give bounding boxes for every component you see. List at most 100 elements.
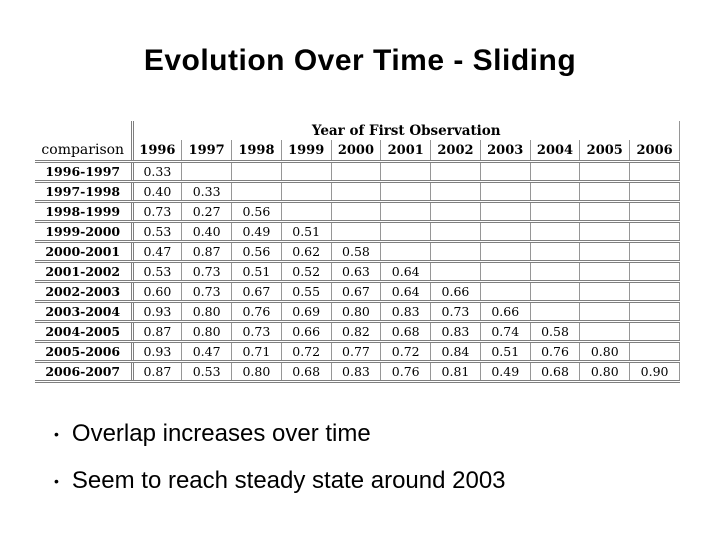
table-cell bbox=[330, 201, 381, 223]
table-cell bbox=[629, 201, 680, 223]
table-row: 2001-2002 0.53 0.73 0.51 0.52 0.63 0.64 bbox=[35, 261, 680, 283]
table-cell bbox=[529, 241, 580, 263]
table-cell bbox=[579, 221, 630, 243]
table-cell bbox=[280, 161, 332, 183]
group-header: Year of First Observation bbox=[130, 121, 680, 140]
table-row: 2002-2003 0.60 0.73 0.67 0.55 0.67 0.64 0.66 bbox=[35, 281, 680, 303]
table-cell: 0.76 bbox=[380, 361, 431, 383]
table-cell: 0.68 bbox=[280, 361, 332, 383]
table-cell bbox=[330, 181, 381, 203]
table-cell: 0.51 bbox=[479, 341, 531, 363]
table-cell: 0.55 bbox=[280, 281, 332, 303]
bullet-item: • Seem to reach steady state around 2003 bbox=[54, 466, 506, 496]
table-cell bbox=[330, 161, 381, 183]
row-label: 2002-2003 bbox=[35, 281, 132, 303]
table-cell bbox=[529, 281, 580, 303]
table-cell bbox=[479, 241, 531, 263]
table-cell: 0.76 bbox=[231, 301, 282, 323]
table-cell bbox=[629, 181, 680, 203]
table-cell bbox=[181, 161, 232, 183]
table-cell: 0.80 bbox=[579, 361, 630, 383]
table-cell bbox=[579, 281, 630, 303]
table-cell: 0.87 bbox=[130, 361, 182, 383]
table-cell: 0.47 bbox=[130, 241, 182, 263]
table-cell bbox=[280, 201, 332, 223]
table-row: 1997-1998 0.40 0.33 bbox=[35, 181, 680, 203]
table-cell: 0.83 bbox=[330, 361, 381, 383]
row-label: 2001-2002 bbox=[35, 261, 132, 283]
table-cell bbox=[529, 201, 580, 223]
table-cell bbox=[479, 201, 531, 223]
table-cell: 0.47 bbox=[181, 341, 232, 363]
table-cell: 0.69 bbox=[280, 301, 332, 323]
table-cell bbox=[579, 161, 630, 183]
column-header-2006: 2006 bbox=[629, 140, 680, 163]
table-cell bbox=[380, 241, 431, 263]
table-cell bbox=[430, 221, 481, 243]
column-header-row: comparison 1996 1997 1998 1999 2000 2001 2002 2… bbox=[35, 140, 680, 163]
table-cell bbox=[579, 261, 630, 283]
table-cell bbox=[430, 241, 481, 263]
table-cell: 0.63 bbox=[330, 261, 381, 283]
table-cell: 0.80 bbox=[330, 301, 381, 323]
row-label: 1997-1998 bbox=[35, 181, 132, 203]
table-cell: 0.73 bbox=[181, 281, 232, 303]
table-cell bbox=[629, 221, 680, 243]
table-cell: 0.66 bbox=[280, 321, 332, 343]
table-cell bbox=[629, 281, 680, 303]
column-header-1996: 1996 bbox=[130, 140, 182, 163]
table-cell bbox=[380, 181, 431, 203]
table-cell: 0.87 bbox=[181, 241, 232, 263]
table-cell bbox=[629, 241, 680, 263]
table-body: 1996-1997 0.33 1997-1998 0.40 0.33 1998-1999 0… bbox=[35, 161, 680, 383]
table-cell bbox=[629, 261, 680, 283]
column-header-1999: 1999 bbox=[280, 140, 332, 163]
bullet-text: Overlap increases over time bbox=[71, 420, 371, 447]
table-cell: 0.83 bbox=[430, 321, 481, 343]
table-cell: 0.67 bbox=[231, 281, 282, 303]
table-cell: 0.72 bbox=[380, 341, 431, 363]
table-cell bbox=[529, 161, 580, 183]
column-header-2003: 2003 bbox=[479, 140, 531, 163]
table-cell bbox=[579, 241, 630, 263]
table-cell: 0.80 bbox=[181, 301, 232, 323]
table-cell bbox=[380, 161, 431, 183]
bullet-icon: • bbox=[54, 426, 59, 442]
table-cell: 0.40 bbox=[181, 221, 232, 243]
table-cell bbox=[579, 201, 630, 223]
table-cell: 0.49 bbox=[231, 221, 282, 243]
table-cell: 0.33 bbox=[130, 161, 182, 183]
table-cell: 0.40 bbox=[130, 181, 182, 203]
bullet-icon: • bbox=[54, 473, 59, 489]
group-header-row: Year of First Observation bbox=[35, 121, 680, 140]
table-cell: 0.58 bbox=[529, 321, 580, 343]
table-cell bbox=[231, 181, 282, 203]
table-cell: 0.80 bbox=[181, 321, 232, 343]
table-row: 2006-2007 0.87 0.53 0.80 0.68 0.83 0.76 0.81 0.4… bbox=[35, 361, 680, 383]
table-cell bbox=[280, 181, 332, 203]
table-cell: 0.52 bbox=[280, 261, 332, 283]
table-cell: 0.74 bbox=[479, 321, 531, 343]
table-row: 1999-2000 0.53 0.40 0.49 0.51 bbox=[35, 221, 680, 243]
table-cell: 0.84 bbox=[430, 341, 481, 363]
table-cell: 0.72 bbox=[280, 341, 332, 363]
table-cell: 0.60 bbox=[130, 281, 182, 303]
table-cell: 0.53 bbox=[130, 221, 182, 243]
table-cell: 0.51 bbox=[231, 261, 282, 283]
table-cell: 0.87 bbox=[130, 321, 182, 343]
table-cell: 0.73 bbox=[231, 321, 282, 343]
row-label: 2000-2001 bbox=[35, 241, 132, 263]
table-cell: 0.73 bbox=[130, 201, 182, 223]
row-label: 2004-2005 bbox=[35, 321, 132, 343]
table-cell bbox=[430, 161, 481, 183]
bullet-list: • Overlap increases over time • Seem to rea… bbox=[54, 419, 506, 513]
table-row: 1998-1999 0.73 0.27 0.56 bbox=[35, 201, 680, 223]
table-cell bbox=[479, 221, 531, 243]
table-cell: 0.73 bbox=[430, 301, 481, 323]
column-header-1997: 1997 bbox=[181, 140, 232, 163]
row-label: 2003-2004 bbox=[35, 301, 132, 323]
table-cell: 0.73 bbox=[181, 261, 232, 283]
table-cell: 0.68 bbox=[380, 321, 431, 343]
table-cell: 0.82 bbox=[330, 321, 381, 343]
table-cell: 0.51 bbox=[280, 221, 332, 243]
